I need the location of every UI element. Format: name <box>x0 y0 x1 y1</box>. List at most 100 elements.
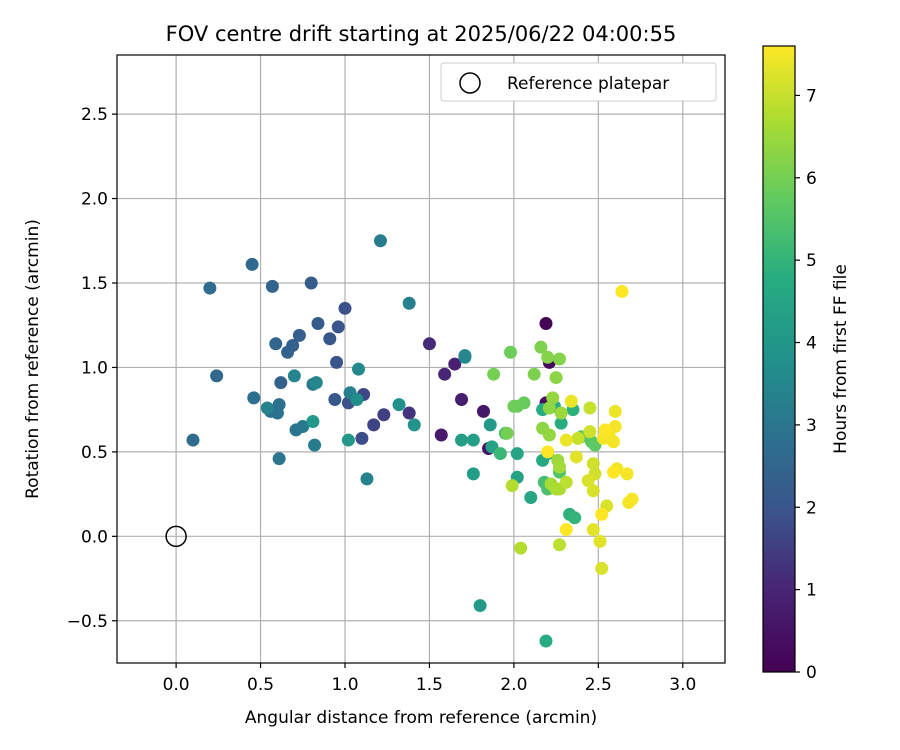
data-point <box>539 634 553 648</box>
data-point <box>615 284 629 298</box>
x-tick-label: 2.0 <box>500 675 527 695</box>
data-point <box>583 425 597 439</box>
x-tick-label: 0.0 <box>163 675 190 695</box>
data-point <box>552 460 566 474</box>
data-point <box>559 433 573 447</box>
x-tick-label: 1.5 <box>416 675 443 695</box>
chart-title: FOV centre drift starting at 2025/06/22 … <box>166 22 677 46</box>
data-point <box>539 317 553 331</box>
data-point <box>622 496 636 510</box>
data-point <box>514 541 528 555</box>
data-point <box>352 362 366 376</box>
y-axis-label: Rotation from reference (arcmin) <box>23 219 43 499</box>
data-point <box>568 511 582 525</box>
data-point <box>355 431 369 445</box>
data-point <box>304 276 318 290</box>
x-axis-label: Angular distance from reference (arcmin) <box>245 708 597 728</box>
data-point <box>608 404 622 418</box>
data-point <box>367 418 381 432</box>
data-point <box>341 433 355 447</box>
data-point <box>281 345 295 359</box>
colorbar-ticks: 0 1 2 3 4 5 6 7 <box>795 86 817 683</box>
colorbar-gradient <box>762 45 796 673</box>
colorbar-tick-label: 3 <box>806 416 817 436</box>
data-point <box>542 428 556 442</box>
data-point <box>586 457 600 471</box>
data-point <box>434 428 448 442</box>
data-point <box>328 393 342 407</box>
data-point <box>306 414 320 428</box>
colorbar: 0 1 2 3 4 5 6 7 Hours from first FF file <box>762 45 851 683</box>
data-point <box>458 349 472 363</box>
plot-area: 0.0 0.5 1.0 1.5 2.0 2.5 3.0 −0.5 0.0 0.5 1.0 1.5 2.… <box>67 54 726 695</box>
axes-frame <box>116 54 726 664</box>
data-point <box>607 465 621 479</box>
data-point <box>595 507 609 521</box>
data-point <box>407 418 421 432</box>
data-point <box>620 467 634 481</box>
colorbar-label: Hours from first FF file <box>831 264 851 454</box>
data-point <box>541 350 555 364</box>
data-point <box>593 534 607 548</box>
data-point <box>269 337 283 351</box>
data-point <box>203 281 217 295</box>
data-point <box>247 391 261 405</box>
data-point <box>554 416 568 430</box>
data-point <box>455 393 469 407</box>
data-point <box>392 398 406 412</box>
colorbar-tick-label: 4 <box>806 334 817 354</box>
data-point <box>323 332 337 346</box>
data-point <box>373 234 387 248</box>
data-point <box>524 490 538 504</box>
data-point <box>292 328 306 342</box>
data-point <box>546 391 560 405</box>
data-point <box>265 279 279 293</box>
legend-box <box>440 62 717 102</box>
y-tick-label: 2.5 <box>81 105 108 125</box>
data-point <box>402 296 416 310</box>
data-point <box>311 317 325 331</box>
data-point <box>607 435 621 449</box>
data-point <box>377 408 391 422</box>
data-point <box>438 367 452 381</box>
data-point <box>559 475 573 489</box>
data-point <box>552 352 566 366</box>
data-point <box>338 301 352 315</box>
data-point <box>549 482 563 496</box>
data-point <box>476 404 490 418</box>
data-point <box>296 420 310 434</box>
data-point <box>504 345 518 359</box>
data-point <box>487 367 501 381</box>
data-point <box>507 399 521 413</box>
data-point <box>272 398 286 412</box>
data-point <box>505 479 519 493</box>
colorbar-tick-label: 1 <box>806 581 817 601</box>
data-point <box>402 406 416 420</box>
data-point <box>549 371 563 385</box>
x-axis-ticks: 0.0 0.5 1.0 1.5 2.0 2.5 3.0 <box>163 663 696 695</box>
data-point <box>210 369 224 383</box>
data-point <box>541 445 555 459</box>
data-point <box>569 450 583 464</box>
data-points <box>186 234 639 648</box>
data-point <box>287 369 301 383</box>
data-point <box>552 538 566 552</box>
data-point <box>466 467 480 481</box>
x-tick-label: 2.5 <box>585 675 612 695</box>
data-point <box>186 433 200 447</box>
y-tick-label: −0.5 <box>67 612 108 632</box>
data-point <box>350 393 364 407</box>
colorbar-tick-label: 0 <box>806 663 817 683</box>
data-point <box>274 376 288 390</box>
y-tick-label: 2.0 <box>81 190 108 210</box>
legend-reference-marker <box>459 72 481 94</box>
data-point <box>455 433 469 447</box>
data-point <box>245 257 259 271</box>
data-point <box>360 472 374 486</box>
y-tick-label: 0.5 <box>81 443 108 463</box>
data-point <box>330 355 344 369</box>
x-tick-label: 1.0 <box>331 675 358 695</box>
colorbar-tick-label: 7 <box>806 86 817 106</box>
grid <box>117 55 725 663</box>
